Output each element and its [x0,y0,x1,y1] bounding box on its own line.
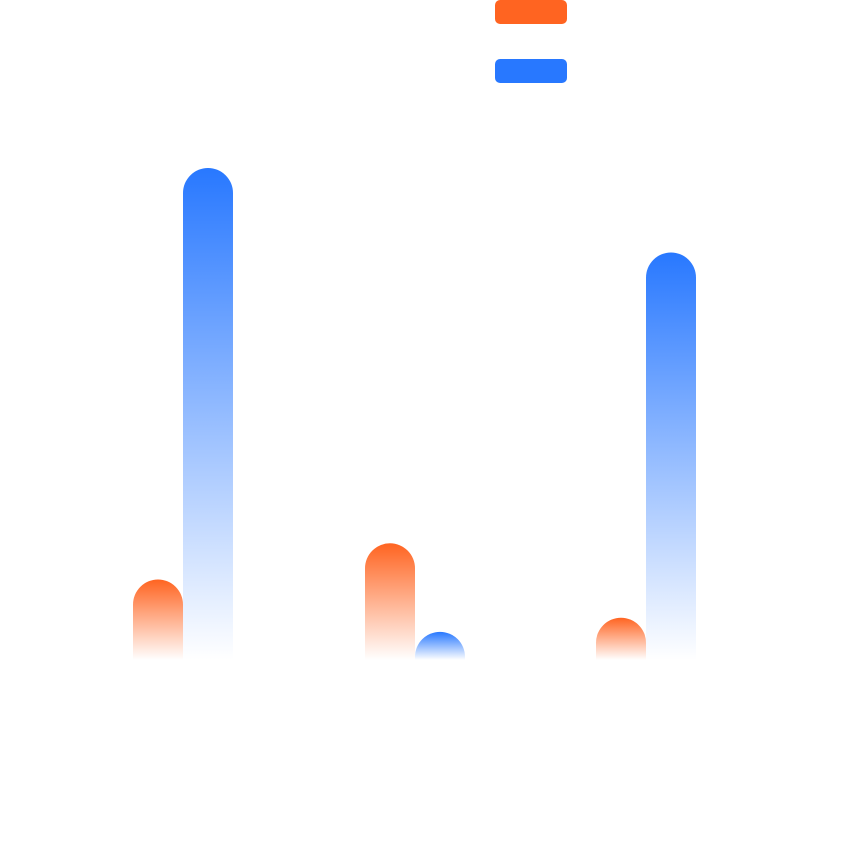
legend [495,0,567,83]
bar-series1-group2 [365,543,415,660]
bar-series2-group1 [183,168,233,660]
bar-series1-group1 [133,579,183,660]
legend-swatch-series2 [495,59,567,83]
bar-series2-group3 [646,252,696,661]
legend-swatch-series1 [495,0,567,24]
bar-series1-group3 [596,617,646,660]
bars [133,168,696,661]
bar-series2-group2 [415,631,465,660]
